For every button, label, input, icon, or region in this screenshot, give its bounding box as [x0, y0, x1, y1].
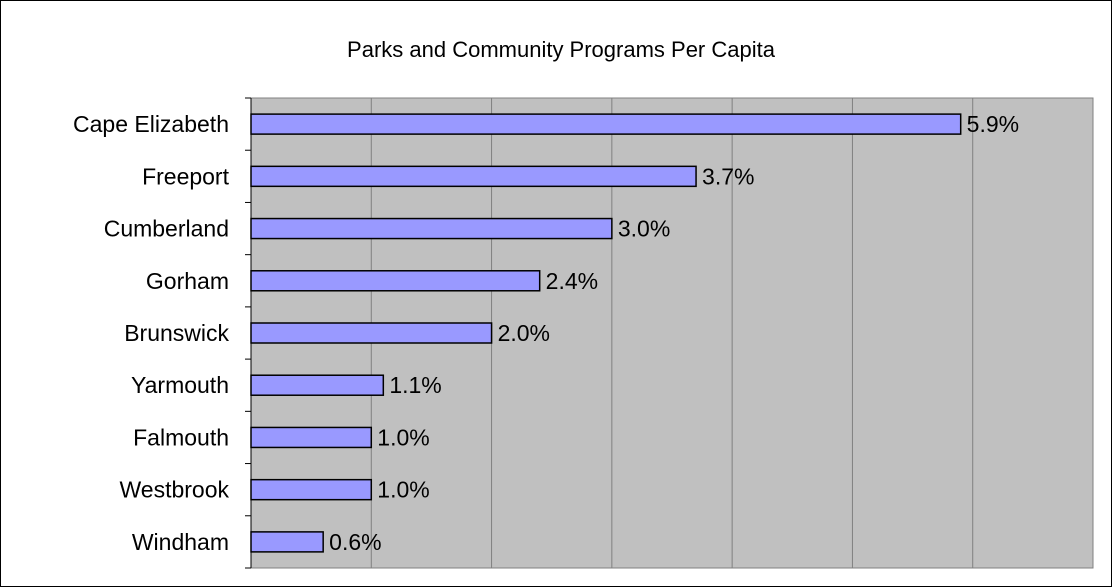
bars — [250, 113, 962, 553]
category-label: Falmouth — [133, 424, 229, 450]
data-label: 1.0% — [377, 477, 429, 503]
data-label: 0.6% — [329, 529, 381, 555]
data-label: 1.1% — [389, 372, 441, 398]
category-label: Gorham — [146, 268, 229, 294]
bar — [250, 374, 385, 396]
bar — [250, 270, 541, 292]
category-label: Freeport — [142, 163, 230, 189]
labels: Cape Elizabeth 5.9% Freeport 3.7% Cumberland… — [73, 97, 1019, 569]
bar — [250, 478, 373, 501]
chart-title: Parks and Community Programs Per Capita — [347, 37, 776, 62]
data-label: 5.9% — [967, 111, 1019, 137]
data-label: 3.0% — [618, 216, 670, 242]
category-label: Cumberland — [104, 216, 229, 242]
bar — [250, 322, 493, 344]
category-label: Windham — [132, 529, 229, 555]
data-label: 2.0% — [498, 320, 550, 346]
bar — [250, 113, 962, 135]
category-label: Cape Elizabeth — [73, 111, 229, 137]
bar — [250, 165, 697, 188]
category-label: Westbrook — [119, 477, 229, 503]
bar — [250, 217, 613, 240]
category-label: Brunswick — [124, 320, 229, 346]
data-label: 3.7% — [702, 163, 754, 189]
data-label: 2.4% — [546, 268, 598, 294]
bar — [250, 426, 373, 449]
data-label: 1.0% — [377, 424, 429, 450]
bar — [250, 531, 324, 553]
category-label: Yarmouth — [131, 372, 229, 398]
